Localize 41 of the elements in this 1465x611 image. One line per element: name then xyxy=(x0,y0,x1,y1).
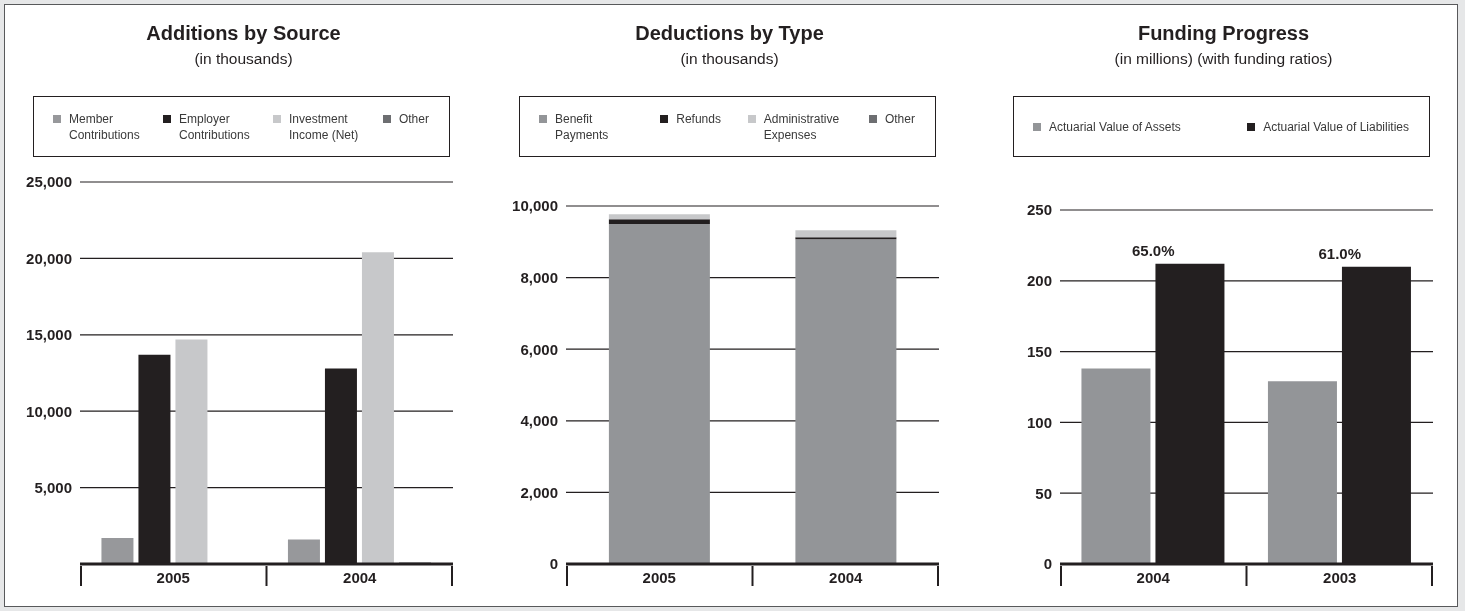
y-tick-label: 0 xyxy=(549,555,558,573)
annotation: 61.0% xyxy=(1318,244,1362,262)
y-tick-label: 5,000 xyxy=(34,478,72,496)
x-tick-label: 2003 xyxy=(1323,568,1357,586)
chart-subtitle: (in thousands) xyxy=(193,49,294,69)
y-tick-label: 150 xyxy=(1026,342,1052,360)
legend-label: Member Contributions xyxy=(69,110,141,143)
y-tick-label: 2,000 xyxy=(520,483,558,501)
y-tick-label: 4,000 xyxy=(520,412,558,430)
y-tick-label: 15,000 xyxy=(26,326,72,344)
x-tick-label: 2005 xyxy=(156,568,190,586)
chart-title: Deductions by Type xyxy=(634,21,825,45)
legend-label: Actuarial Value of Liabilities xyxy=(1263,118,1409,135)
chart-title: Funding Progress xyxy=(1136,21,1311,45)
legend-label: Administrative Expenses xyxy=(763,110,841,143)
chart-subtitle: (in thousands) xyxy=(679,49,780,69)
legend-label: Other xyxy=(398,110,429,127)
x-tick-label: 2004 xyxy=(343,568,378,586)
chart-subtitle: (in millions) (with funding ratios) xyxy=(1113,49,1334,69)
legend-label: Other xyxy=(884,110,915,127)
x-tick-label: 2004 xyxy=(1136,568,1171,586)
legend-label: Benefit Payments xyxy=(555,110,610,143)
legend-label: Actuarial Value of Assets xyxy=(1049,118,1181,135)
y-tick-label: 100 xyxy=(1026,413,1052,431)
y-tick-label: 250 xyxy=(1026,201,1052,219)
legend-label: Investment Income (Net) xyxy=(288,110,360,143)
y-tick-label: 50 xyxy=(1035,484,1052,502)
y-tick-label: 10,000 xyxy=(512,197,558,215)
y-tick-label: 10,000 xyxy=(26,402,72,420)
y-tick-label: 6,000 xyxy=(520,340,558,358)
legend-label: Employer Contributions xyxy=(178,110,251,143)
x-tick-label: 2004 xyxy=(829,568,864,586)
legend-label: Refunds xyxy=(676,110,721,127)
x-tick-label: 2005 xyxy=(642,568,676,586)
y-tick-label: 20,000 xyxy=(26,249,72,267)
y-tick-label: 0 xyxy=(1043,555,1052,573)
y-tick-label: 8,000 xyxy=(520,268,558,286)
y-tick-label: 25,000 xyxy=(26,173,72,191)
y-tick-label: 200 xyxy=(1026,272,1052,290)
annotation: 65.0% xyxy=(1131,241,1175,259)
chart-title: Additions by Source xyxy=(145,21,342,45)
